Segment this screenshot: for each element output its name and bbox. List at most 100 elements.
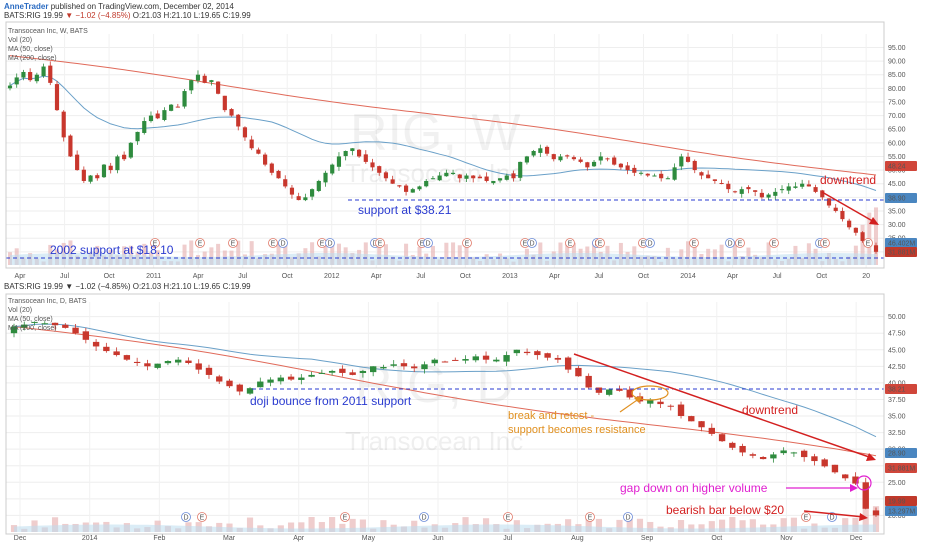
x-tick-label: 2012 xyxy=(324,273,340,280)
candle-body xyxy=(349,372,356,375)
candle-body xyxy=(21,71,26,78)
candle-body xyxy=(437,175,442,181)
candle-body xyxy=(652,175,657,177)
candle-body xyxy=(169,104,174,111)
daily-indicator-vol: Vol (20) xyxy=(8,307,32,314)
candle-body xyxy=(242,127,248,138)
weekly-annotations: support at $38.21 2002 support at $18.10… xyxy=(6,173,884,259)
candle-body xyxy=(464,175,469,179)
x-tick-label: Sep xyxy=(641,535,654,542)
quote-change: ▼ −1.02 (−4.85%) xyxy=(65,11,131,20)
candle-body xyxy=(222,95,227,111)
candle-body xyxy=(336,156,342,167)
candle-body xyxy=(7,85,13,89)
price-label-box xyxy=(885,496,917,506)
candle-body xyxy=(667,405,674,407)
candle-body xyxy=(390,364,397,366)
event-marker-letter: E xyxy=(320,240,325,247)
candle-body xyxy=(749,454,757,456)
candle-body xyxy=(189,80,194,91)
candle-body xyxy=(786,186,791,191)
candle-body xyxy=(421,364,428,370)
candle-body xyxy=(719,183,724,185)
bearish-arrow xyxy=(803,510,865,518)
event-marker xyxy=(197,512,207,522)
candle-body xyxy=(195,74,201,81)
candle-body xyxy=(289,187,295,195)
event-marker xyxy=(527,238,537,248)
event-marker-letter: E xyxy=(568,240,573,247)
volume-bar xyxy=(719,244,724,265)
y-tick-label: 32.50 xyxy=(888,430,906,437)
volume-bar xyxy=(383,244,388,265)
x-tick-label: Oct xyxy=(711,535,722,542)
volume-bar xyxy=(565,519,572,532)
weekly-watermark: RIG, W xyxy=(350,104,520,162)
volume-bar xyxy=(308,516,315,532)
candle-body xyxy=(779,189,785,191)
volume-bar xyxy=(686,241,691,265)
weekly-chart[interactable]: RIG, W Transocean Inc EEEEDEDDEEDEEDEDEE… xyxy=(0,20,932,282)
annotation-daily-downtrend: downtrend xyxy=(742,403,798,417)
volume-bar xyxy=(626,519,633,532)
volume-bar xyxy=(706,248,711,265)
volume-bar xyxy=(585,518,592,532)
event-marker xyxy=(585,512,595,522)
candle-body xyxy=(263,154,268,165)
weekly-moving-averages xyxy=(9,55,877,191)
volume-bar xyxy=(636,518,644,532)
candle-body xyxy=(287,376,295,380)
x-tick-label: Jul xyxy=(60,273,69,280)
event-marker xyxy=(375,238,385,248)
candle-body xyxy=(257,381,264,388)
price-label-text: 38.21 xyxy=(888,387,906,394)
event-marker xyxy=(735,238,745,248)
event-marker-letter: D xyxy=(829,514,834,521)
candle-body xyxy=(363,154,368,162)
candle-body xyxy=(154,363,161,368)
candle-body xyxy=(308,374,315,377)
candle-body xyxy=(410,189,415,193)
candle-body xyxy=(699,172,704,176)
candle-body xyxy=(462,359,469,361)
candle-body xyxy=(318,372,326,374)
daily-downtrend-line xyxy=(573,353,873,459)
author-name[interactable]: AnneTrader xyxy=(4,2,49,11)
daily-watermark-sub: Transocean Inc xyxy=(345,426,523,456)
candle-body xyxy=(48,65,53,83)
candle-body xyxy=(821,459,828,467)
candle-body xyxy=(457,174,462,179)
volume-bar xyxy=(377,243,382,265)
volume-bar xyxy=(538,242,543,265)
daily-grid xyxy=(6,302,884,530)
x-tick-label: Dec xyxy=(14,535,27,542)
y-tick-label: 35.00 xyxy=(888,208,906,215)
candle-body xyxy=(732,191,738,193)
daily-indicator-ma50: MA (50, close) xyxy=(8,316,53,323)
candle-body xyxy=(330,164,335,174)
y-tick-label: 50.00 xyxy=(888,168,906,175)
volume-ma-area xyxy=(14,524,876,532)
event-marker-letter: E xyxy=(523,240,528,247)
candle-body xyxy=(175,359,182,363)
x-tick-label: Dec xyxy=(850,535,863,542)
candle-body xyxy=(68,135,73,157)
daily-indicator-ma200: MA (200, close) xyxy=(8,325,57,332)
candle-body xyxy=(672,167,677,180)
daily-symbol-line: Transocean Inc, D, BATS xyxy=(8,298,87,305)
volume-bar xyxy=(698,524,705,532)
volume-bar xyxy=(298,522,305,532)
candle-body xyxy=(267,379,274,383)
x-tick-label: Apr xyxy=(293,535,305,542)
volume-bar xyxy=(404,243,409,265)
candle-body xyxy=(75,154,80,171)
candle-body xyxy=(41,323,48,325)
candle-body xyxy=(511,173,516,179)
candle-body xyxy=(103,346,110,352)
volume-bar xyxy=(464,246,469,265)
retest-arrowhead xyxy=(634,396,642,403)
candle-body xyxy=(276,170,281,179)
candle-body xyxy=(380,366,387,369)
